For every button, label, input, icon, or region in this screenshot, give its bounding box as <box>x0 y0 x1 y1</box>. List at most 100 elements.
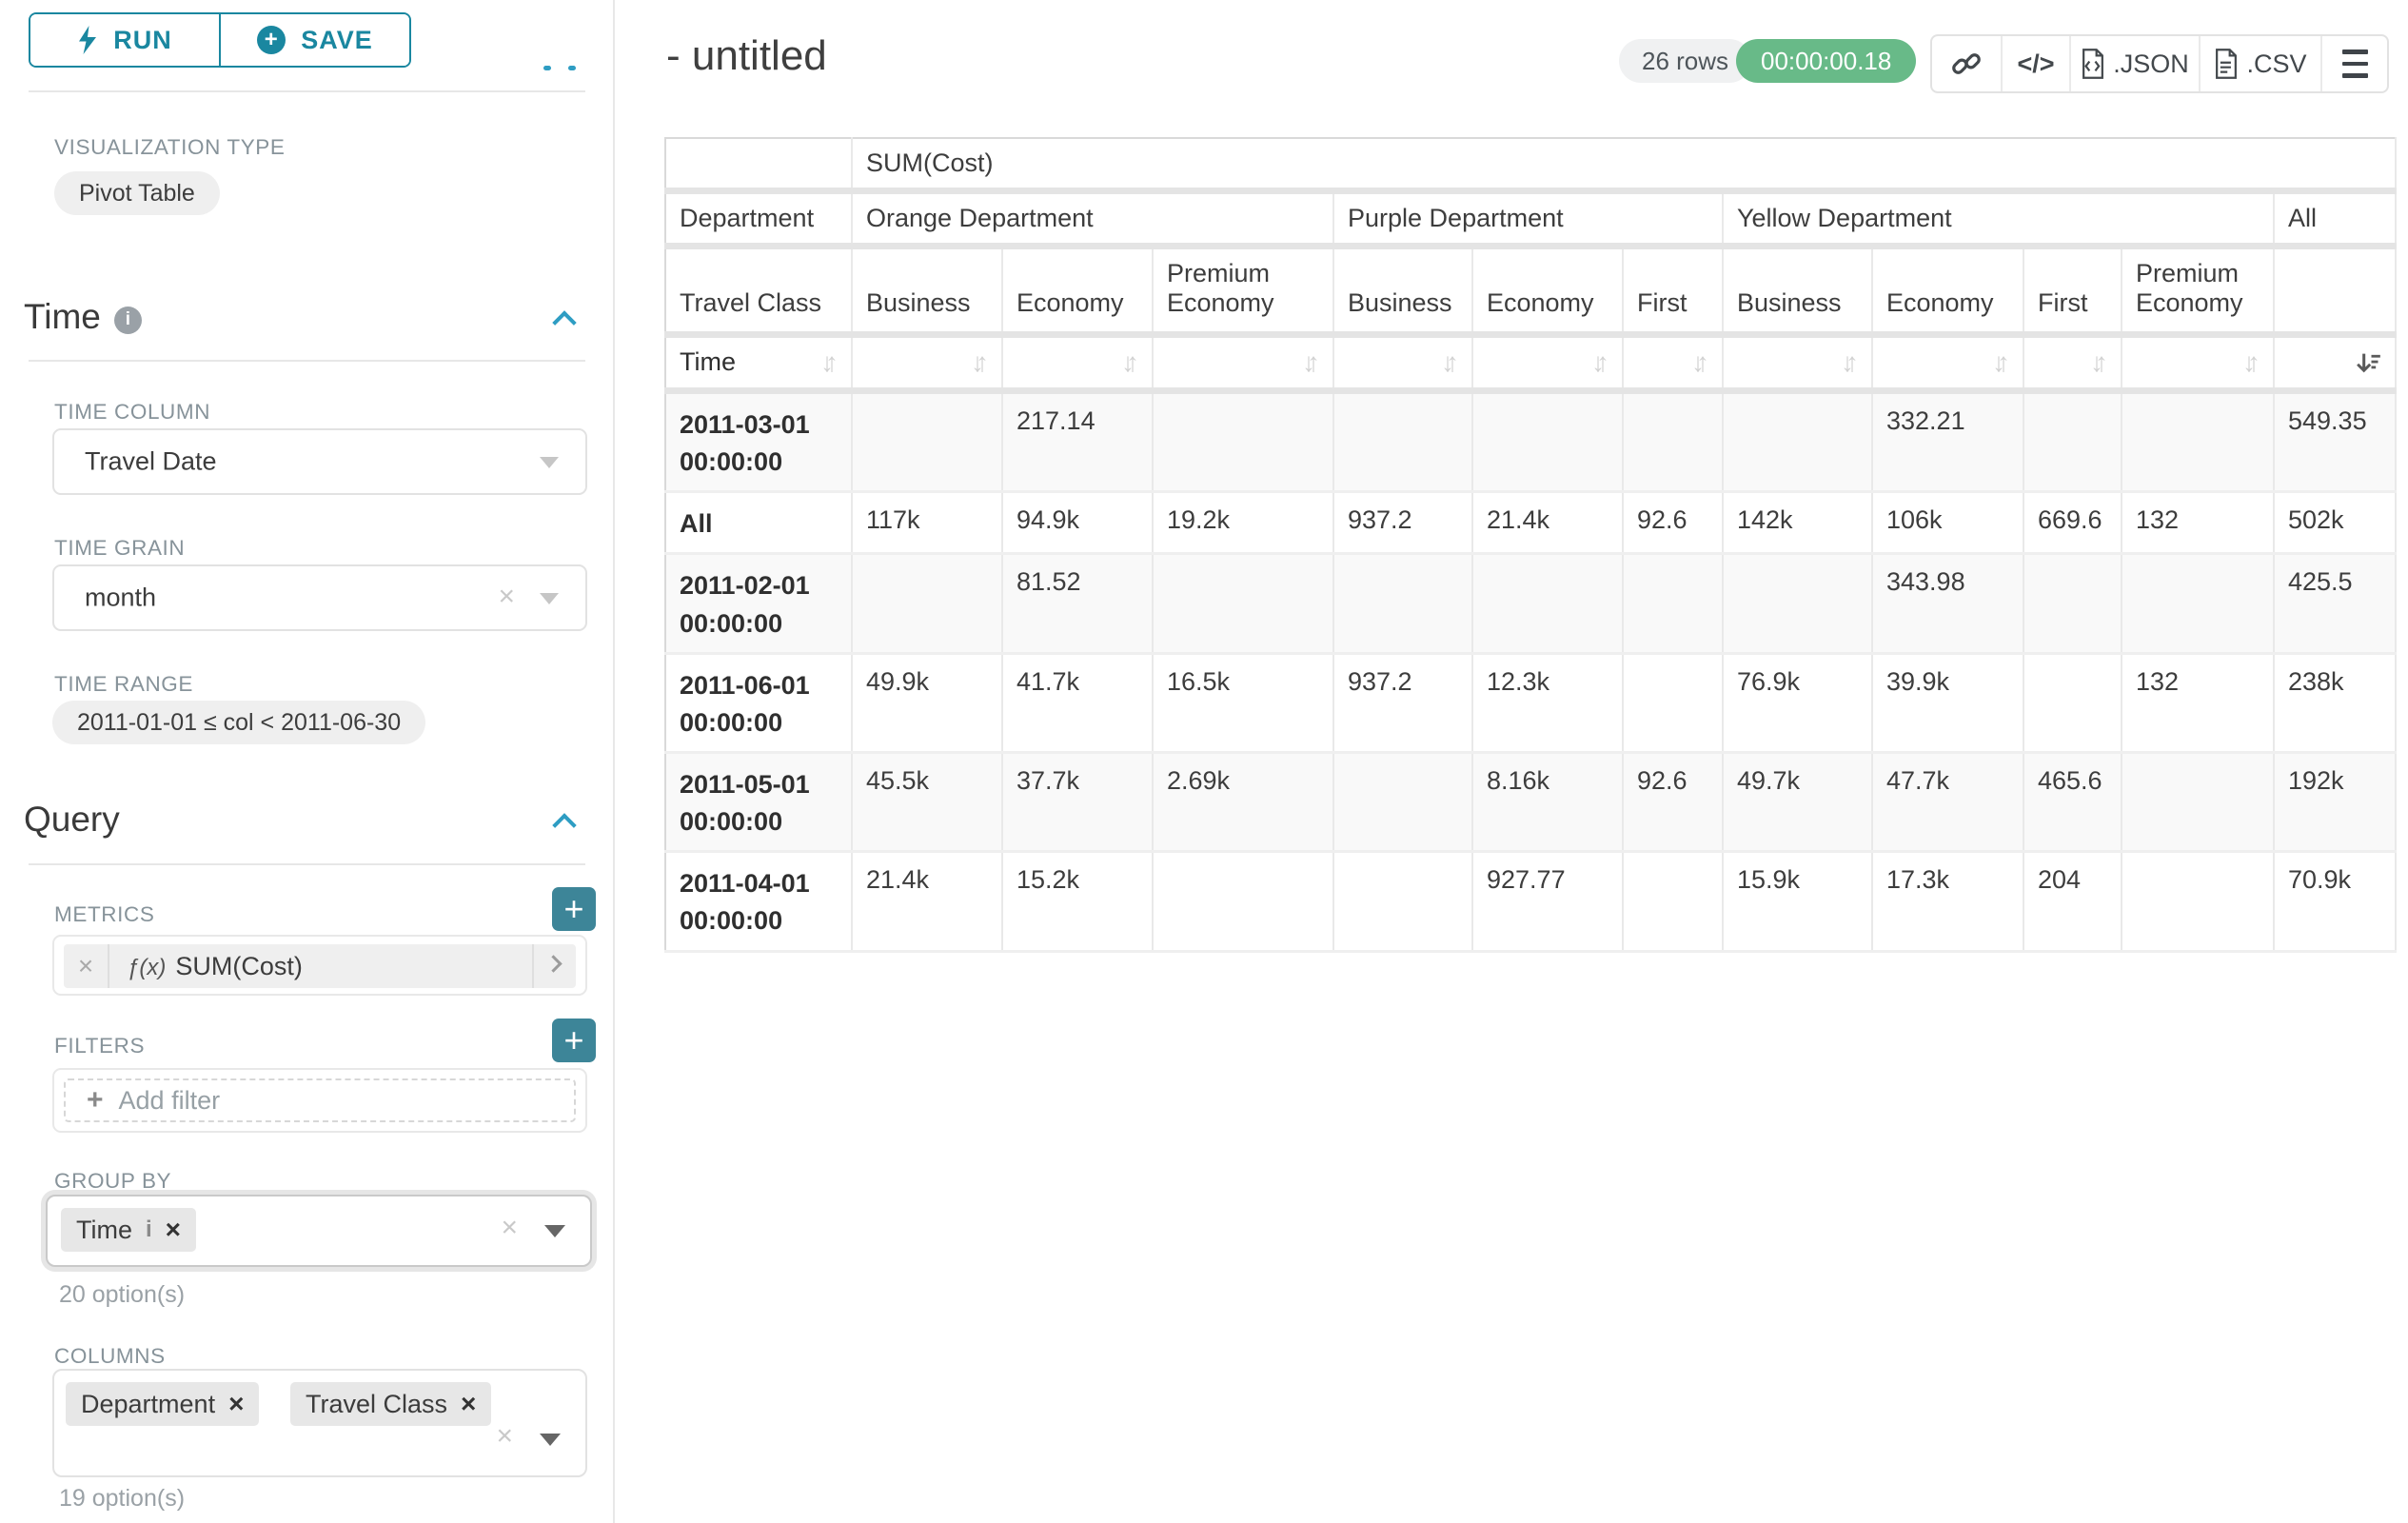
cell: 21.4k <box>852 851 1003 953</box>
sort-cell[interactable]: ↓↑ <box>2122 334 2275 394</box>
copy-link-button[interactable] <box>1932 36 2001 91</box>
sort-icon[interactable]: ↓↑ <box>1302 347 1320 377</box>
chevron-down-icon <box>540 457 559 468</box>
cell: 2.69k <box>1153 752 1334 854</box>
time-range-label: TIME RANGE <box>54 672 194 696</box>
sort-cell-active[interactable] <box>2274 334 2398 394</box>
export-json-button[interactable]: .JSON <box>2069 36 2199 91</box>
expand-metric-icon[interactable] <box>532 944 576 988</box>
sort-icon[interactable]: ↓↑ <box>2242 347 2260 377</box>
remove-metric-icon[interactable]: × <box>64 944 109 988</box>
clear-icon[interactable]: × <box>498 581 515 612</box>
cell: 37.7k <box>1002 752 1154 854</box>
info-icon: i <box>146 1216 152 1242</box>
chart-title[interactable]: - untitled <box>666 32 827 79</box>
query-section-title: Query <box>24 800 120 839</box>
cell <box>1472 553 1624 655</box>
time-grain-select[interactable]: month × <box>52 564 587 631</box>
time-column-select[interactable]: Travel Date <box>52 428 587 495</box>
section-divider <box>29 360 585 362</box>
table-row: 2011-05-01 00:00:00 45.5k 37.7k 2.69k 8.… <box>665 752 2398 854</box>
table-row: All 117k 94.9k 19.2k 937.2 21.4k 92.6 14… <box>665 491 2398 556</box>
group-by-select[interactable]: Time i × × <box>46 1195 592 1267</box>
cell: 343.98 <box>1872 553 2024 655</box>
chevron-down-icon <box>540 593 559 604</box>
clear-all-icon[interactable]: × <box>496 1420 513 1452</box>
sort-icon[interactable]: ↓↑ <box>1441 347 1459 377</box>
remove-tag-icon[interactable]: × <box>461 1389 477 1418</box>
run-save-button-group: RUN + SAVE <box>29 12 411 68</box>
chevron-down-icon <box>540 1434 561 1446</box>
column-header: Business <box>1723 246 1873 338</box>
visualization-type-label: VISUALIZATION TYPE <box>54 135 286 159</box>
cell: 15.9k <box>1723 851 1873 953</box>
cell: 117k <box>852 491 1003 556</box>
sort-icon[interactable]: ↓↑ <box>1591 347 1609 377</box>
column-header: First <box>2023 246 2122 338</box>
sort-icon[interactable]: ↓↑ <box>971 347 989 377</box>
sort-cell[interactable]: ↓↑ <box>1153 334 1334 394</box>
add-filter-placeholder: Add filter <box>118 1085 221 1115</box>
remove-tag-icon[interactable]: × <box>228 1389 245 1418</box>
export-csv-button[interactable]: .CSV <box>2199 36 2320 91</box>
add-filter-button[interactable]: + <box>552 1019 596 1062</box>
control-panel-sidebar: Chart Type RUN + SAVE VISUALIZATION TYPE… <box>0 0 615 1523</box>
sort-cell[interactable]: ↓↑ <box>852 334 1003 394</box>
travel-class-axis-label: Travel Class <box>665 246 853 338</box>
cell: 217.14 <box>1002 390 1154 494</box>
sort-icon[interactable]: ↓↑ <box>1121 347 1139 377</box>
sort-cell[interactable]: ↓↑ <box>1872 334 2024 394</box>
clear-all-icon[interactable]: × <box>501 1212 518 1243</box>
info-icon: i <box>113 306 142 334</box>
more-options-button[interactable] <box>2320 36 2387 91</box>
visualization-type-value[interactable]: Pivot Table <box>54 171 220 215</box>
cell: 937.2 <box>1333 491 1473 556</box>
cell: 132 <box>2122 653 2275 754</box>
sort-cell[interactable]: ↓↑ <box>1333 334 1473 394</box>
group-by-tag[interactable]: Time i × <box>61 1208 197 1252</box>
add-filter-dropzone[interactable]: + Add filter <box>64 1078 576 1122</box>
columns-tag[interactable]: Department × <box>66 1382 260 1426</box>
collapse-time-section-icon[interactable] <box>552 310 577 335</box>
sort-icon[interactable]: ↓↑ <box>1691 347 1709 377</box>
query-timer-badge: 00:00:00.18 <box>1736 39 1917 83</box>
metrics-control: × ƒ(x) SUM(Cost) <box>52 935 587 996</box>
cell <box>1623 390 1724 494</box>
cell <box>2122 553 2275 655</box>
sort-icon[interactable]: ↓↑ <box>2090 347 2108 377</box>
run-button[interactable]: RUN <box>30 14 219 66</box>
sort-icon[interactable]: ↓↑ <box>1992 347 2010 377</box>
time-axis-label[interactable]: Time ↓↑ <box>665 334 853 394</box>
code-icon: </> <box>2017 49 2055 78</box>
cell: 465.6 <box>2023 752 2122 854</box>
plus-circle-icon: + <box>257 26 286 54</box>
cell <box>1153 851 1334 953</box>
sort-cell[interactable]: ↓↑ <box>2023 334 2122 394</box>
sort-icon[interactable]: ↓↑ <box>820 347 839 377</box>
remove-tag-icon[interactable]: × <box>165 1215 182 1244</box>
cell <box>2023 653 2122 754</box>
sort-cell[interactable]: ↓↑ <box>1623 334 1724 394</box>
save-button[interactable]: + SAVE <box>219 14 409 66</box>
sort-cell[interactable]: ↓↑ <box>1002 334 1154 394</box>
columns-tag[interactable]: Travel Class × <box>290 1382 492 1426</box>
time-range-value[interactable]: 2011-01-01 ≤ col < 2011-06-30 <box>52 701 426 744</box>
sort-cell[interactable]: ↓↑ <box>1723 334 1873 394</box>
cell: 21.4k <box>1472 491 1624 556</box>
add-metric-button[interactable]: + <box>552 887 596 931</box>
filters-label: FILTERS <box>54 1034 146 1058</box>
sort-icon[interactable]: ↓↑ <box>1841 347 1859 377</box>
cell: 549.35 <box>2274 390 2398 494</box>
sort-cell[interactable]: ↓↑ <box>1472 334 1624 394</box>
cell <box>1623 653 1724 754</box>
cell: 76.9k <box>1723 653 1873 754</box>
cell: 70.9k <box>2274 851 2398 953</box>
view-query-button[interactable]: </> <box>2001 36 2069 91</box>
cell: 47.7k <box>1872 752 2024 854</box>
columns-select[interactable]: Department × Travel Class × × <box>52 1369 587 1477</box>
pivot-table-container: SUM(Cost) Department Orange Department P… <box>664 137 2398 953</box>
metric-chip[interactable]: × ƒ(x) SUM(Cost) <box>64 944 576 988</box>
collapse-query-section-icon[interactable] <box>552 813 577 838</box>
cell: 132 <box>2122 491 2275 556</box>
